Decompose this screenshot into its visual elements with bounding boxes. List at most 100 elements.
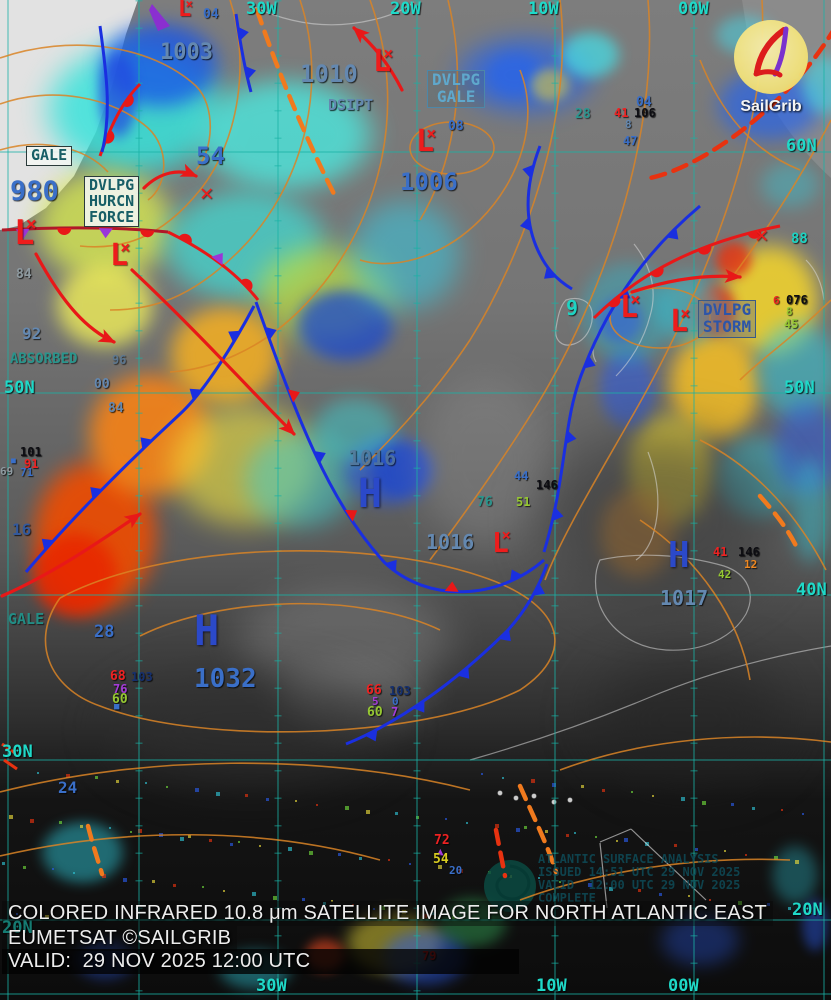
value-label: 54	[196, 142, 225, 170]
high-pressure-marker: H	[194, 606, 220, 655]
value-label: 84	[108, 401, 124, 416]
squall-canaries	[493, 827, 508, 879]
high-pressure-marker: H	[668, 535, 690, 576]
value-label: 146	[738, 545, 760, 559]
front-cold-mid-north	[519, 145, 573, 291]
logo-sail-icon	[753, 26, 789, 78]
low-pressure-marker: L ×	[416, 124, 437, 159]
value-label: 8	[786, 305, 793, 318]
text-label: ABSORBED	[10, 351, 78, 367]
grid-label: 40N	[796, 580, 827, 600]
x-position-marker: ✕	[200, 181, 214, 206]
grid-label: 20W	[390, 0, 421, 19]
low-x-icon: ×	[426, 124, 437, 144]
value-label: 7	[391, 705, 399, 719]
value-label: 28	[575, 107, 591, 122]
grid-label: 30W	[246, 0, 277, 19]
grid-label: 50N	[784, 378, 815, 398]
trough-spain	[757, 493, 801, 553]
value-label: 00	[94, 377, 110, 392]
value-label: 1016	[426, 530, 475, 554]
low-pressure-marker: L ×	[110, 238, 131, 273]
grid-label: 00W	[668, 976, 699, 996]
value-label: 6	[773, 294, 780, 307]
low-pressure-marker: L ×	[178, 0, 193, 22]
value-label: 54	[433, 852, 449, 867]
grid-label: 60N	[786, 136, 817, 156]
grid-label: 20N	[792, 900, 823, 920]
text-label: GALE	[8, 610, 45, 628]
value-label: 146	[536, 478, 558, 492]
analysis-stamp: ATLANTIC SURFACE ANALYSIS ISSUED 14:51 U…	[538, 852, 741, 905]
low-pressure-marker: L ×	[670, 304, 691, 339]
value-label: 72	[434, 833, 450, 848]
low-x-icon: ×	[383, 44, 394, 64]
value-label: 45	[784, 317, 799, 331]
low-x-icon: ×	[680, 304, 691, 324]
value-label: 1010	[300, 60, 358, 88]
logo-text: SailGrib	[740, 98, 802, 115]
value-label: 69	[0, 465, 14, 478]
value-label: 42	[718, 568, 732, 581]
value-label: 24	[58, 778, 78, 797]
front-cold-center	[542, 204, 701, 553]
arrow-uk	[630, 268, 742, 294]
dvlpg-gale-box: DVLPG GALE	[427, 70, 486, 108]
grid-label: 10W	[536, 976, 567, 996]
warning-text: STORM	[703, 316, 752, 336]
value-label: 103	[131, 670, 153, 684]
caption-title: COLORED INFRARED 10.8 μm SATELLITE IMAGE…	[2, 901, 773, 926]
front-warm-nw	[167, 230, 260, 301]
grid-label: 30N	[2, 742, 33, 762]
warning-text: FORCE	[89, 207, 135, 226]
value-label: 76	[477, 495, 493, 510]
warning-text: GALE	[31, 146, 68, 164]
value-label: 1003	[160, 40, 213, 65]
warning-text: GALE	[436, 86, 476, 106]
grid-label: 50N	[4, 378, 35, 398]
value-label: 51	[516, 495, 531, 509]
low-x-icon: ×	[120, 238, 131, 258]
coastlines	[251, 1, 831, 909]
text-label: DSIPT	[328, 96, 374, 114]
grid-label: 20N	[2, 918, 33, 938]
value-label: 47	[623, 134, 638, 148]
value-label: 1016	[348, 446, 397, 470]
value-label: 04	[203, 7, 219, 22]
low-pressure-marker: L ×	[14, 213, 37, 253]
value-label: 08	[448, 119, 464, 134]
value-label: 20	[449, 864, 463, 877]
occlusion-flag	[149, 4, 170, 31]
trough-iceland	[254, 7, 337, 197]
sailgrib-logo: SailGrib	[726, 20, 816, 116]
high-pressure-marker: H	[358, 471, 383, 517]
value-label: 16	[12, 520, 32, 539]
grid-label: 00W	[678, 0, 709, 19]
value-label: 28	[94, 622, 115, 642]
value-label: 84	[16, 267, 32, 282]
value-label: 1006	[400, 168, 458, 196]
dvlpg-storm-box: DVLPG STORM	[698, 300, 757, 338]
low-x-icon: ×	[501, 526, 511, 545]
value-label: 106	[634, 106, 656, 120]
grid-label: 10W	[528, 0, 559, 19]
low-pressure-marker: L ×	[492, 526, 511, 559]
value-label: 96	[112, 353, 127, 367]
trough-canaries	[517, 783, 559, 875]
arrow-greenland	[142, 163, 198, 190]
x-position-marker: ✕	[755, 223, 769, 248]
value-label: 9	[566, 296, 579, 320]
text-label: ■	[114, 702, 120, 712]
value-label: 12	[744, 558, 758, 571]
value-label: 04	[636, 95, 652, 110]
low-pressure-marker: L ×	[620, 290, 641, 325]
trough-sw	[85, 823, 105, 877]
low-pressure-marker: L ×	[373, 44, 394, 79]
value-label: 92	[22, 324, 42, 343]
caption-valid-time: VALID: 29 NOV 2025 12:00 UTC	[2, 949, 519, 974]
value-label: 60	[367, 705, 383, 720]
caption-credit: EUMETSAT ©SAILGRIB	[2, 926, 238, 951]
text-label: ■	[11, 456, 16, 465]
value-label: 980	[10, 176, 59, 207]
